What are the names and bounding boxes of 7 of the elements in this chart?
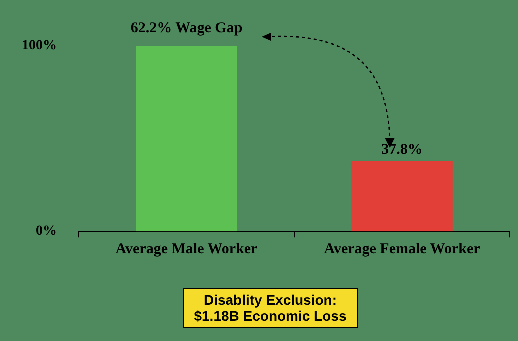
y-tick-label: 100% xyxy=(22,38,57,54)
text: Disablity Exclusion: $1.18B Economic Loss xyxy=(183,288,358,328)
data-label: 37.8% xyxy=(382,142,423,158)
y-tick-label: 0% xyxy=(36,224,57,240)
x-tick-label: Average Male Worker xyxy=(116,241,258,258)
x-tick-label: Average Female Worker xyxy=(324,241,481,258)
text: 62.2% Wage Gap xyxy=(130,20,243,36)
